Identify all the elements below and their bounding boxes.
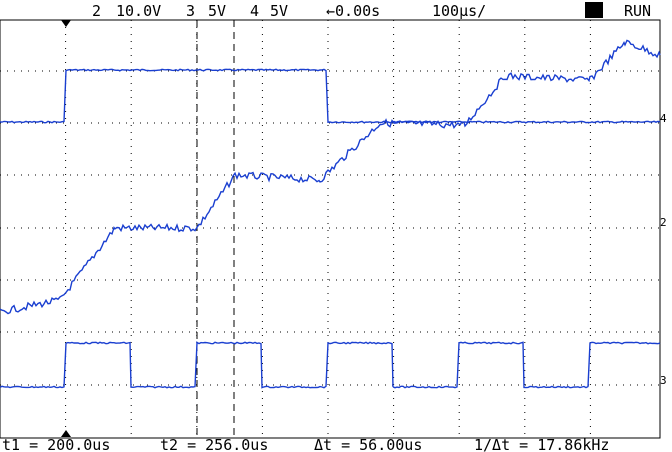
frame: [0, 19, 661, 439]
dt-readout: Δt = 56.00us: [314, 436, 422, 452]
ch3-marker: 3: [660, 374, 667, 387]
trigger-pos-top: [61, 20, 71, 27]
t2-readout: t2 = 256.0us: [160, 436, 268, 452]
trace-ch3: [0, 341, 661, 389]
ch4-label: 4: [250, 2, 259, 20]
t1-readout: t1 = 200.0us: [2, 436, 110, 452]
delay: ←0.00s: [326, 2, 380, 20]
run-mode: RUN: [624, 2, 651, 20]
status-bar: 2 10.0V 3 5V 4 5V ←0.00s 100µs/ RUN: [92, 2, 651, 20]
ch3-scale: 5V: [208, 2, 226, 20]
ch2-marker: 2: [660, 216, 667, 229]
ch4-scale: 5V: [270, 2, 288, 20]
trace-ch2: [0, 39, 661, 315]
ch2-label: 2: [92, 2, 101, 20]
freq-readout: 1/Δt = 17.86kHz: [474, 436, 609, 452]
ch3-label: 3: [186, 2, 195, 20]
cursor-readout: t1 = 200.0us t2 = 256.0us Δt = 56.00us 1…: [2, 436, 609, 452]
trace-ch4: [0, 68, 661, 124]
ch2-scale: 10.0V: [116, 2, 161, 20]
timebase: 100µs/: [432, 2, 486, 20]
trigger-pos-bottom: [61, 430, 71, 437]
ch4-marker: 4: [660, 112, 667, 125]
acq-icon: [585, 2, 603, 18]
graticule: [0, 19, 661, 439]
